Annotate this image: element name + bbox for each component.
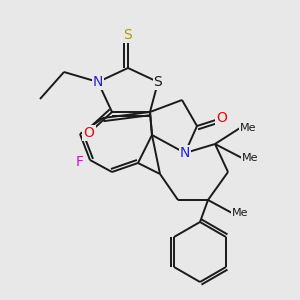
Text: S: S [124,28,132,42]
Text: N: N [93,75,103,89]
Text: O: O [84,126,94,140]
Text: Me: Me [242,153,258,163]
Text: Me: Me [232,208,248,218]
Text: F: F [76,155,84,169]
Text: N: N [180,146,190,160]
Text: O: O [217,111,227,125]
Text: S: S [154,75,162,89]
Text: Me: Me [240,123,256,133]
